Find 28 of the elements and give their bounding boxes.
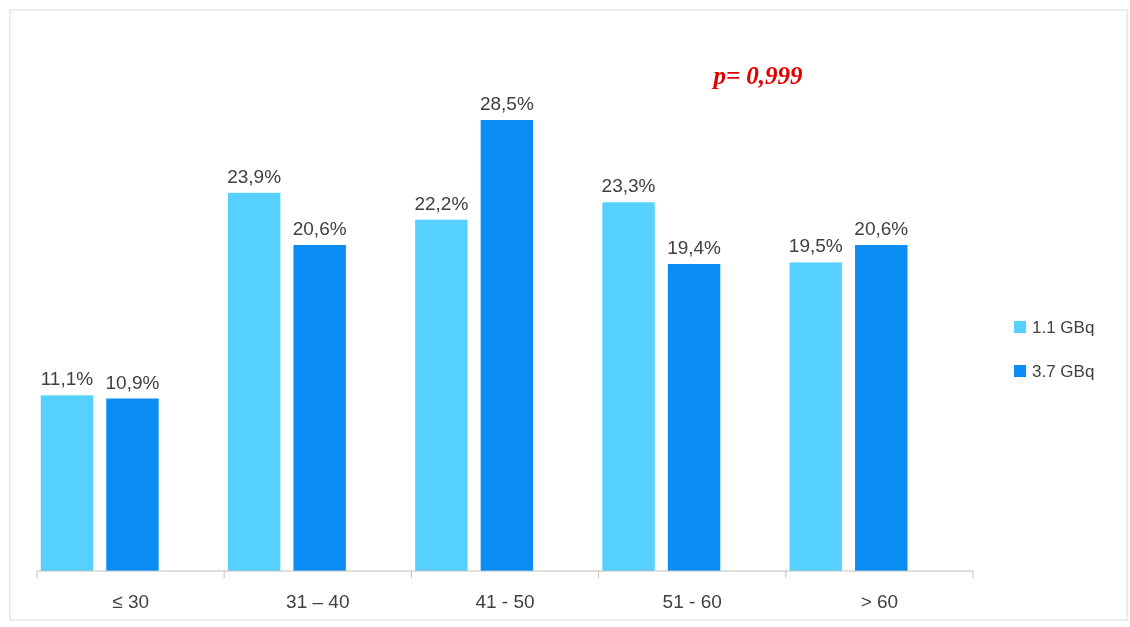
bar bbox=[293, 245, 346, 571]
data-label: 28,5% bbox=[479, 93, 534, 114]
text: p= 0,999 bbox=[711, 62, 804, 89]
legend-label: 3.7 GBq bbox=[1032, 362, 1095, 381]
bar bbox=[227, 192, 281, 571]
data-label: 23,3% bbox=[601, 175, 656, 197]
data-label: 11,1% bbox=[40, 368, 94, 390]
x-tick-label: > 60 bbox=[860, 591, 899, 612]
bar bbox=[480, 120, 534, 571]
bar bbox=[602, 202, 655, 571]
data-label: 10,9% bbox=[105, 371, 160, 393]
x-tick-label: 41 - 50 bbox=[475, 591, 535, 612]
data-label: 20,6% bbox=[854, 218, 909, 240]
bar bbox=[415, 219, 468, 571]
data-label: 20,6% bbox=[292, 218, 347, 240]
x-tick-label: 51 - 60 bbox=[662, 591, 722, 612]
bar bbox=[106, 398, 159, 571]
data-label: 23,9% bbox=[227, 165, 282, 187]
legend-label: 1.1 GBq bbox=[1032, 318, 1095, 337]
x-tick-label: ≤ 30 bbox=[112, 591, 150, 612]
bar bbox=[789, 262, 842, 571]
bar bbox=[667, 264, 721, 571]
data-label: 22,2% bbox=[414, 192, 469, 214]
bar bbox=[40, 395, 94, 571]
x-tick-label: 31 – 40 bbox=[286, 591, 350, 612]
bar bbox=[855, 245, 908, 571]
data-label: 19,4% bbox=[667, 237, 722, 258]
data-label: 19,5% bbox=[788, 235, 843, 257]
